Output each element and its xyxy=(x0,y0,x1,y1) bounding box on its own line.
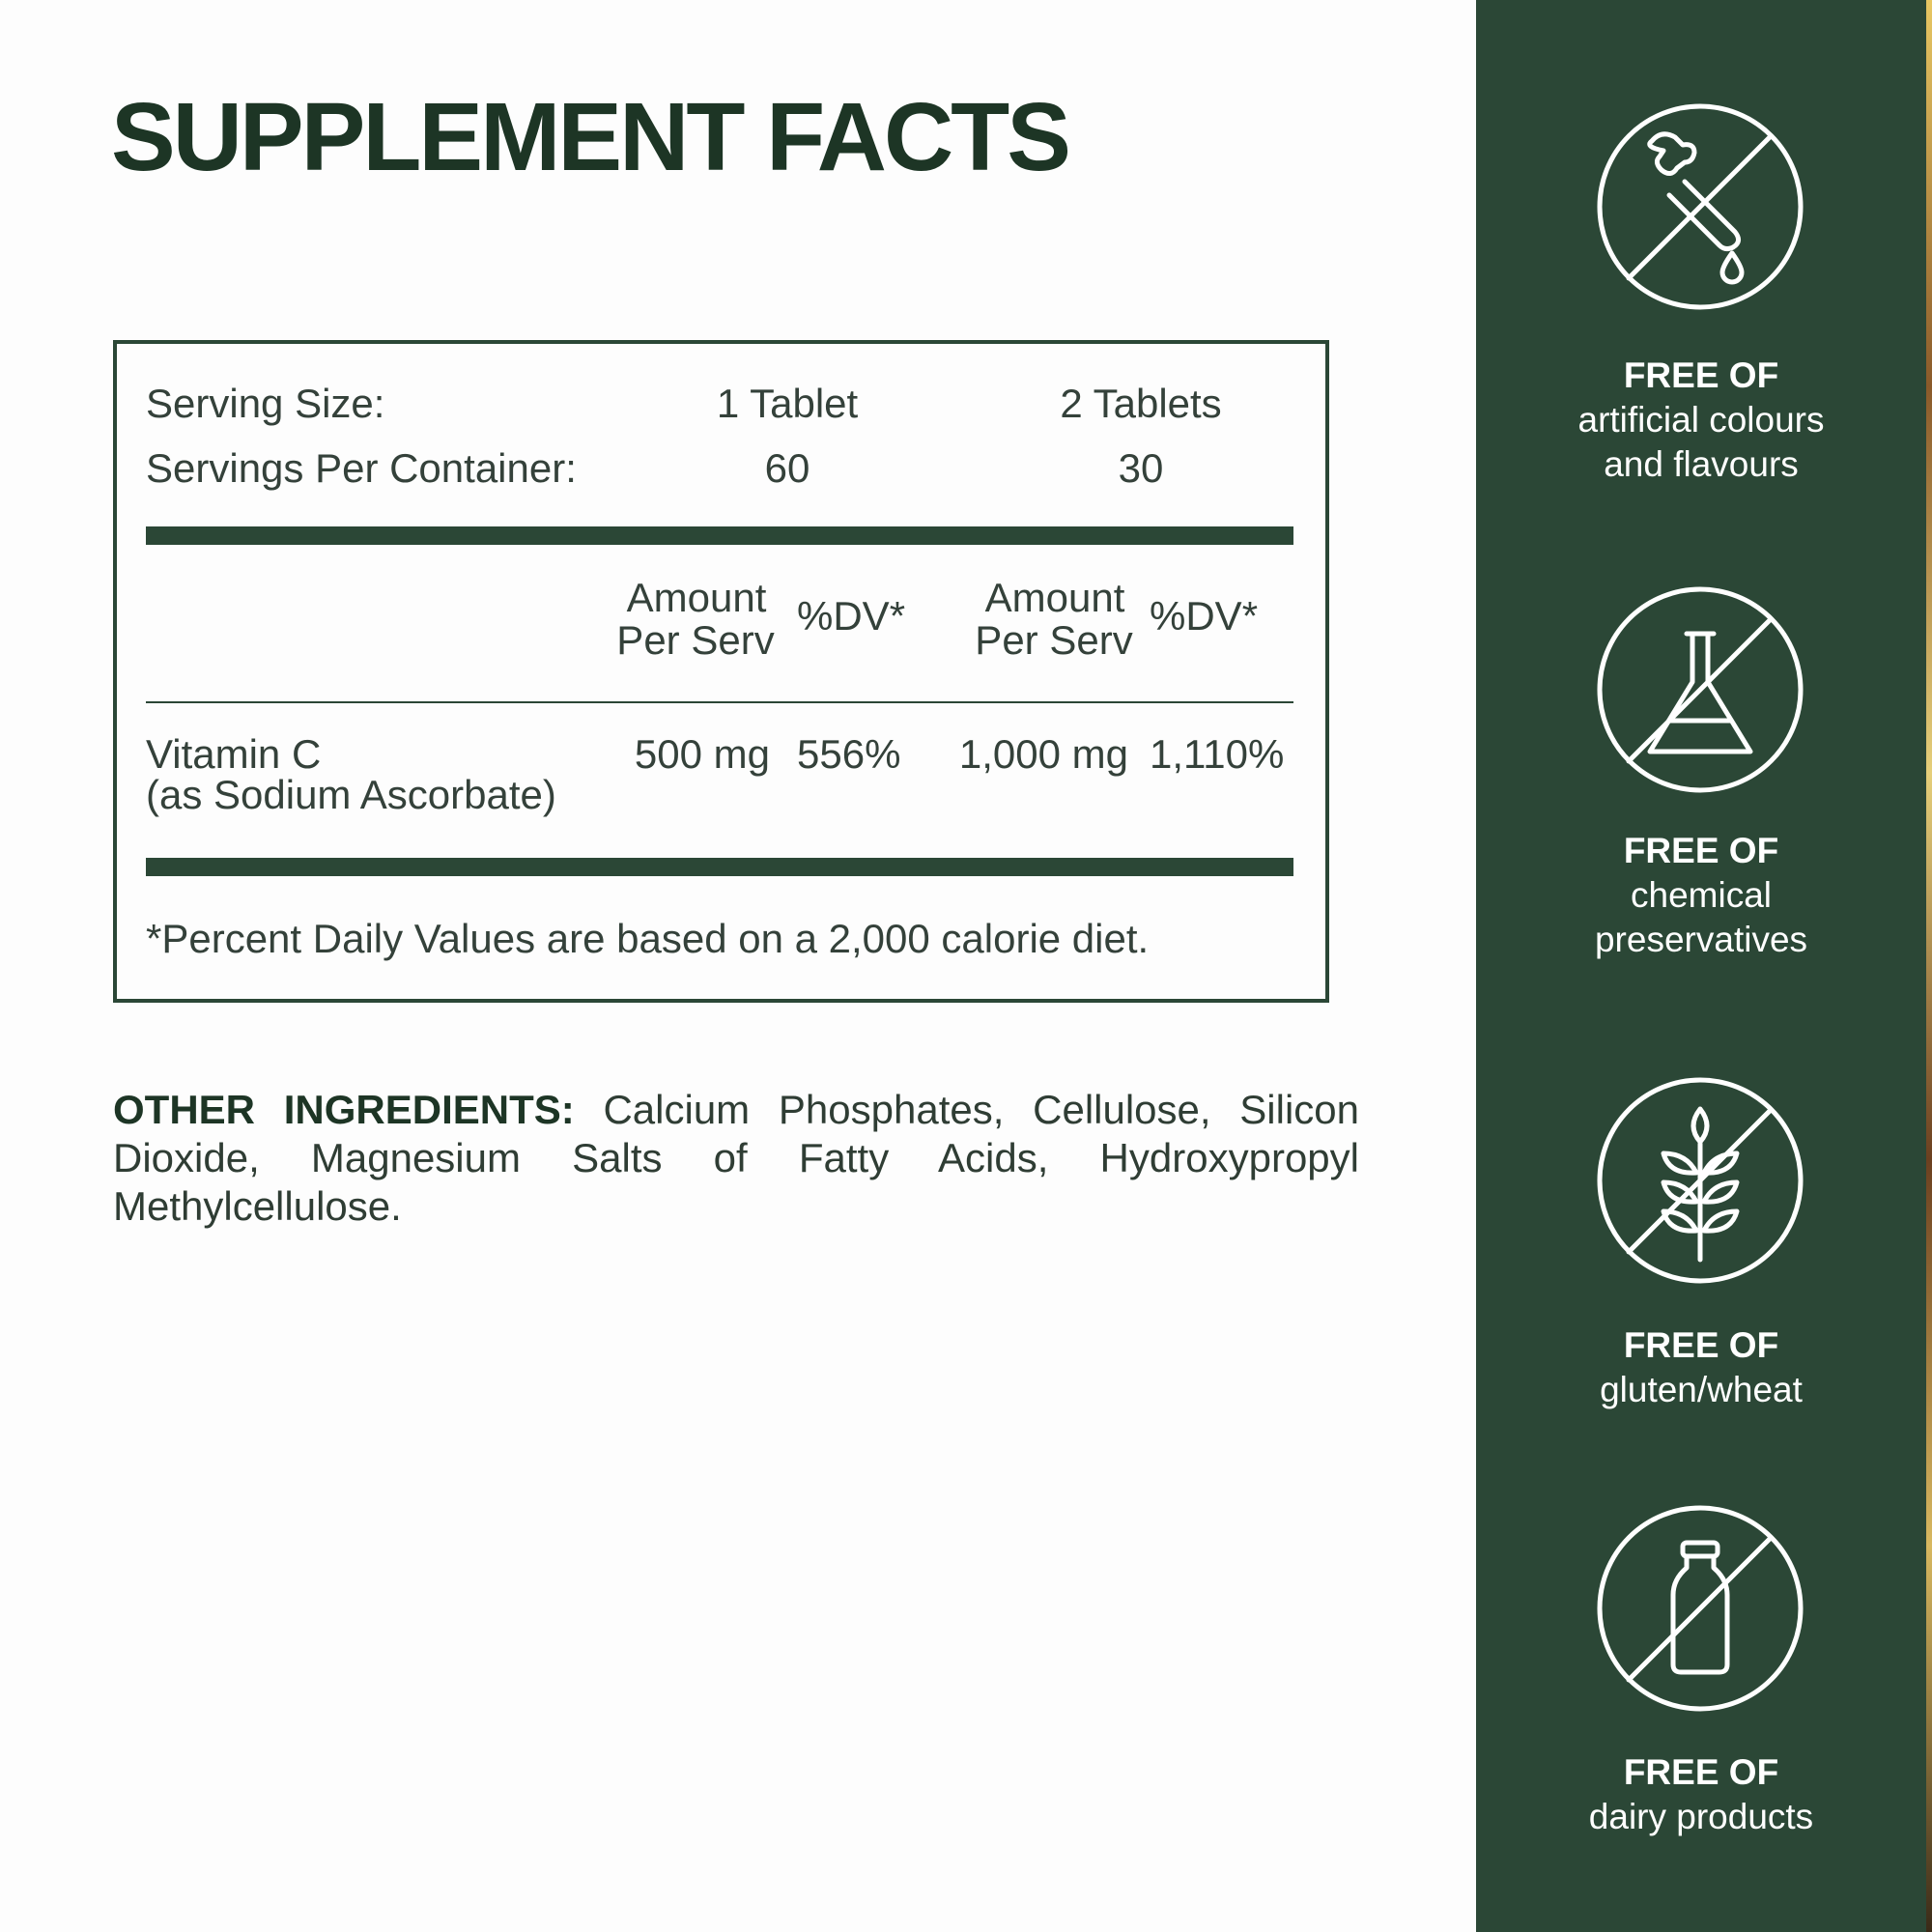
servings-1: 60 xyxy=(764,445,810,491)
badge-text: gluten/wheat xyxy=(1600,1370,1803,1409)
amount-header-1-line2: Per Serv xyxy=(616,617,775,663)
badge-heading: FREE OF xyxy=(1623,1325,1779,1365)
badge-artificial-colours: FREE OF artificial colours and flavours xyxy=(1476,354,1926,487)
serving-size-1: 1 Tablet xyxy=(716,381,859,426)
product-photo-edge xyxy=(1926,0,1932,1932)
badge-chemical-preservatives: FREE OF chemical preservatives xyxy=(1476,829,1926,962)
badge-text: artificial colours xyxy=(1577,400,1825,440)
page-title: SUPPLEMENT FACTS xyxy=(111,83,1071,191)
badge-text: and flavours xyxy=(1604,444,1799,484)
badge-gluten-wheat: FREE OF gluten/wheat xyxy=(1476,1323,1926,1412)
amount-header-1-line1: Amount xyxy=(626,575,767,620)
free-of-panel: FREE OF artificial colours and flavours … xyxy=(1476,0,1926,1932)
servings-per-container-label: Servings Per Container: xyxy=(146,445,577,491)
serving-size-2: 2 Tablets xyxy=(1060,381,1222,426)
other-ingredients: OTHER INGREDIENTS: Calcium Phosphates, C… xyxy=(113,1086,1359,1231)
badge-dairy-products: FREE OF dairy products xyxy=(1476,1750,1926,1839)
serving-size-label: Serving Size: xyxy=(146,381,385,426)
dv-1: 556% xyxy=(797,731,901,777)
no-milk-bottle-icon xyxy=(1597,1505,1804,1712)
badge-text: preservatives xyxy=(1594,920,1808,959)
badge-heading: FREE OF xyxy=(1623,355,1779,395)
nutrient-name: Vitamin C xyxy=(146,731,322,777)
dv-header-2: %DV* xyxy=(1150,593,1259,639)
dv-header-1: %DV* xyxy=(797,593,906,639)
amount-2: 1,000 mg xyxy=(958,731,1128,777)
thin-divider xyxy=(146,701,1293,703)
supplement-facts-table xyxy=(113,340,1329,1003)
no-dropper-icon xyxy=(1597,103,1804,310)
amount-1: 500 mg xyxy=(634,731,770,777)
footnote: *Percent Daily Values are based on a 2,0… xyxy=(146,916,1150,961)
amount-header-2-line1: Amount xyxy=(984,575,1125,620)
no-flask-icon xyxy=(1597,586,1804,793)
other-ingredients-text: Calcium Phosphates, Cellulose, Silicon D… xyxy=(113,1087,1359,1229)
servings-2: 30 xyxy=(1118,445,1164,491)
badge-heading: FREE OF xyxy=(1623,1752,1779,1792)
nutrient-source: (as Sodium Ascorbate) xyxy=(146,772,556,817)
thick-divider xyxy=(146,526,1293,545)
badge-heading: FREE OF xyxy=(1623,831,1779,870)
amount-header-2-line2: Per Serv xyxy=(975,617,1133,663)
thick-divider xyxy=(146,858,1293,876)
badge-text: chemical xyxy=(1631,875,1772,915)
other-ingredients-label: OTHER INGREDIENTS: xyxy=(113,1087,575,1132)
dv-2: 1,110% xyxy=(1150,731,1285,777)
no-wheat-icon xyxy=(1597,1077,1804,1284)
badge-text: dairy products xyxy=(1588,1797,1814,1836)
